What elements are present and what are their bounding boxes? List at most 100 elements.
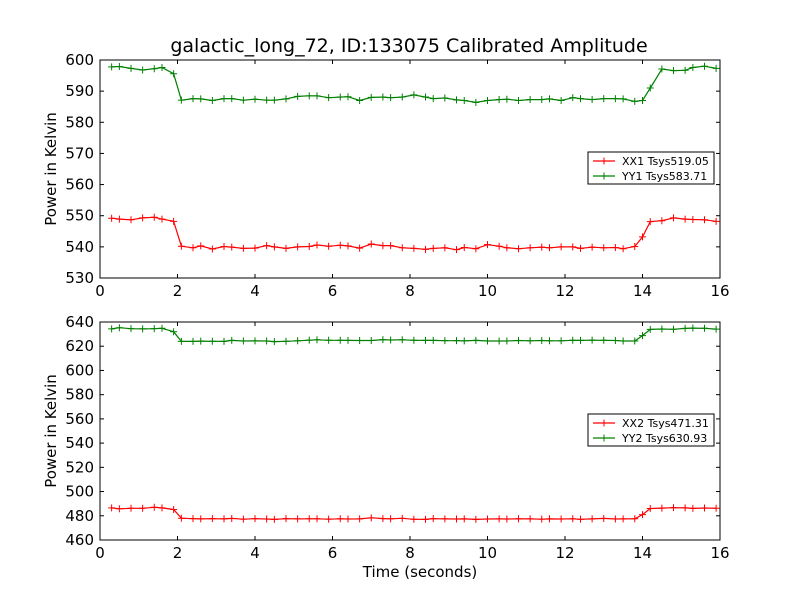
data-point: [646, 325, 654, 333]
data-point: [712, 325, 720, 333]
y-tick-label: 590: [65, 82, 94, 100]
data-point: [387, 515, 395, 523]
data-point: [313, 336, 321, 344]
y-axis-label: Power in Kelvin: [42, 112, 60, 226]
data-point: [631, 243, 639, 251]
data-point: [441, 337, 449, 345]
data-point: [150, 65, 158, 73]
data-point: [177, 514, 185, 522]
data-point: [282, 337, 290, 345]
data-point: [208, 245, 216, 253]
data-point: [336, 336, 344, 344]
legend-label: YY2 Tsys630.93: [621, 432, 707, 445]
legend-marker: [600, 419, 608, 427]
data-point: [658, 217, 666, 225]
data-point: [453, 246, 460, 254]
data-point: [600, 336, 608, 344]
data-point: [336, 241, 344, 249]
data-point: [472, 245, 480, 253]
y-tick-label: 570: [65, 144, 94, 162]
data-point: [336, 93, 344, 101]
x-tick-label: 2: [173, 282, 183, 300]
data-point: [681, 66, 689, 74]
data-point: [387, 94, 395, 102]
data-point: [460, 337, 468, 345]
data-point: [189, 337, 197, 345]
legend-label: XX2 Tsys471.31: [622, 417, 709, 430]
data-point: [367, 514, 375, 522]
data-point: [356, 244, 364, 252]
data-point: [515, 515, 522, 523]
data-point: [313, 92, 321, 100]
x-tick-label: 16: [710, 544, 729, 562]
data-point: [569, 94, 577, 102]
data-point: [228, 243, 236, 251]
data-point: [282, 515, 290, 523]
data-point: [108, 214, 116, 222]
data-point: [460, 515, 468, 523]
data-point: [701, 504, 708, 512]
data-point: [441, 515, 449, 523]
data-point: [282, 95, 290, 103]
data-point: [367, 240, 375, 248]
data-point: [619, 95, 627, 103]
data-point: [158, 63, 166, 71]
y-tick-label: 580: [65, 113, 94, 131]
data-point: [619, 245, 627, 253]
data-point: [177, 242, 185, 250]
x-tick-label: 14: [633, 282, 652, 300]
data-point: [127, 325, 135, 333]
data-point: [546, 95, 553, 103]
data-point: [689, 63, 697, 71]
data-point: [472, 98, 480, 106]
data-point: [197, 337, 205, 345]
data-point: [305, 92, 313, 100]
data-point: [115, 63, 123, 71]
data-point: [228, 514, 236, 522]
data-point: [158, 215, 166, 223]
data-point: [526, 96, 534, 104]
data-point: [631, 515, 639, 523]
data-point: [398, 336, 406, 344]
data-point: [387, 242, 395, 250]
data-point: [398, 514, 406, 522]
data-point: [189, 515, 197, 523]
data-point: [619, 337, 627, 345]
data-point: [228, 336, 236, 344]
data-point: [344, 242, 352, 250]
data-point: [422, 336, 429, 344]
data-point: [611, 95, 619, 103]
top-plot-panel: 0 2 4 6 8 10 12 14 16 530 540 550 560 570 580 590 600 Pow…: [42, 51, 730, 300]
data-point: [189, 244, 197, 252]
y-tick-label: 540: [65, 434, 94, 452]
data-point: [538, 515, 546, 523]
data-point: [611, 243, 619, 251]
x-tick-label: 8: [405, 282, 415, 300]
data-point: [681, 215, 689, 223]
data-point: [356, 515, 364, 523]
data-point: [526, 244, 534, 252]
data-point: [150, 213, 158, 221]
data-point: [701, 324, 708, 332]
data-point: [108, 504, 116, 512]
data-point: [398, 93, 406, 101]
x-tick-label: 10: [478, 282, 497, 300]
data-point: [569, 515, 577, 523]
data-point: [263, 515, 271, 523]
data-point: [305, 515, 313, 523]
data-point: [670, 214, 677, 222]
data-point: [670, 504, 677, 512]
data-point: [263, 96, 271, 104]
legend-box: [587, 151, 715, 185]
data-point: [639, 233, 646, 241]
data-point: [263, 242, 271, 250]
data-point: [453, 337, 460, 345]
data-point: [429, 95, 437, 103]
y-tick-label: 580: [65, 386, 94, 404]
data-point: [220, 515, 228, 523]
data-point: [367, 337, 375, 345]
data-point: [484, 337, 491, 345]
data-point: [251, 337, 259, 345]
data-point: [460, 243, 468, 251]
data-point: [387, 336, 395, 344]
